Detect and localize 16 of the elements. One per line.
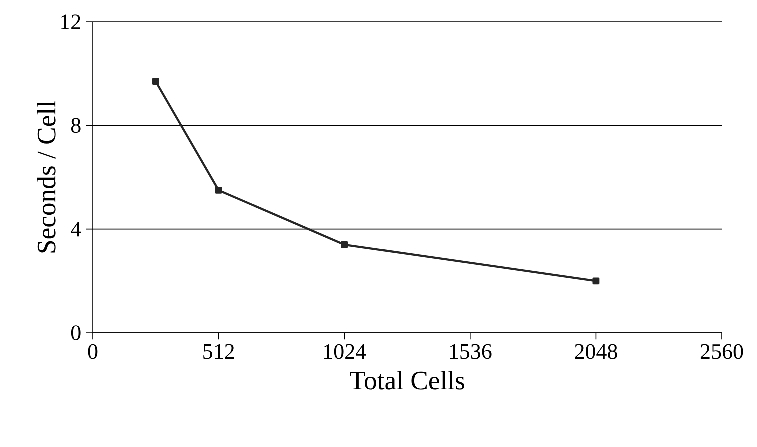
y-tick-label: 8 (71, 118, 81, 134)
point (592, 278, 600, 285)
x-tick-label: 0 (88, 344, 98, 360)
point (152, 78, 160, 86)
x-axis-title: Total Cells (350, 371, 465, 390)
y-tick-label: 0 (71, 326, 81, 340)
x-tick-label: 2048 (575, 344, 618, 360)
x-tick-label: 2560 (700, 344, 744, 360)
point (341, 241, 348, 248)
x-tick-label: 1536 (450, 344, 492, 360)
y-tick-label: 12 (62, 14, 80, 30)
y-tick-label: 4 (71, 222, 82, 237)
point (215, 186, 222, 194)
y-axis-title: Seconds / Cell (37, 101, 56, 253)
x-tick-label: 512 (204, 344, 234, 360)
x-tick-label: 1024 (324, 344, 366, 360)
